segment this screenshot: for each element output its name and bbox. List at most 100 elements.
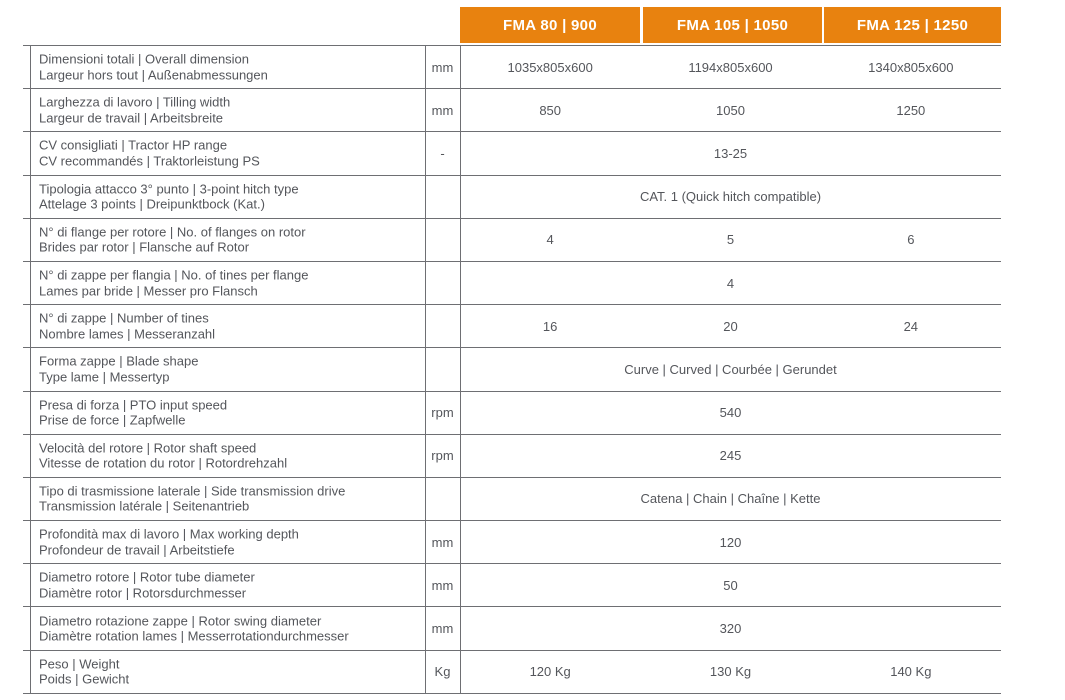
row-label: Peso | Weight Poids | Gewicht xyxy=(39,656,129,687)
row-label: CV consigliati | Tractor HP range CV reco… xyxy=(39,138,260,169)
value-cell-span: 50 xyxy=(723,577,738,593)
row-label-line: Brides par rotor | Flansche auf Rotor xyxy=(39,239,250,255)
value-cell: 1035x805x600 xyxy=(507,59,593,75)
row-label-line: N° di zappe | Number of tines xyxy=(39,310,209,326)
spec-row: Larghezza di lavoro | Tilling width Large… xyxy=(23,89,1001,133)
unit-cell: mm xyxy=(431,577,454,593)
unit-cell xyxy=(425,262,460,304)
row-label-line: Velocità del rotore | Rotor shaft speed xyxy=(39,440,257,456)
value-cell-span: CAT. 1 (Quick hitch compatible) xyxy=(639,189,822,205)
value-cell-span: 4 xyxy=(726,275,735,291)
value-cell: 1250 xyxy=(896,102,926,118)
value-cells: 850 1050 1250 xyxy=(460,89,1001,131)
value-cells: 13-25 xyxy=(460,132,1001,174)
spec-row: Forma zappe | Blade shape Type lame | Mes… xyxy=(23,348,1001,392)
row-label: Tipologia attacco 3° punto | 3-point hit… xyxy=(39,181,299,212)
value-cell: 1194x805x600 xyxy=(688,59,773,75)
value-cell: 20 xyxy=(723,318,738,334)
value-cells: Catena | Chain | Chaîne | Kette xyxy=(460,478,1001,520)
row-label: N° di zappe per flangia | No. of tines p… xyxy=(39,268,308,299)
row-label-line: Nombre lames | Messeranzahl xyxy=(39,326,216,342)
model-column-header-2: FMA 105 | 1050 xyxy=(643,7,822,43)
value-cells: 50 xyxy=(460,564,1001,606)
value-cells: 320 xyxy=(460,607,1001,649)
spec-row: Diametro rotore | Rotor tube diameter Dia… xyxy=(23,564,1001,608)
row-label: Presa di forza | PTO input speed Prise de… xyxy=(39,397,227,428)
value-cells: 245 xyxy=(460,435,1001,477)
row-label-line: Tipo di trasmissione laterale | Side tra… xyxy=(39,483,346,499)
spec-row: Peso | Weight Poids | Gewicht Kg 120 Kg 130 … xyxy=(23,651,1001,694)
row-label: N° di zappe | Number of tines Nombre lame… xyxy=(39,311,215,342)
row-label-line: CV consigliati | Tractor HP range xyxy=(39,137,228,153)
row-label: Dimensioni totali | Overall dimension Lar… xyxy=(39,52,268,83)
value-cell-span: 320 xyxy=(719,621,742,637)
unit-cell: mm xyxy=(431,102,454,118)
spec-row: CV consigliati | Tractor HP range CV reco… xyxy=(23,132,1001,176)
unit-cell: mm xyxy=(431,621,454,637)
value-cell: 6 xyxy=(907,232,915,248)
row-label: Velocità del rotore | Rotor shaft speed V… xyxy=(39,440,287,471)
value-cell: 1340x805x600 xyxy=(868,59,954,75)
row-label-line: Lames par bride | Messer pro Flansch xyxy=(39,283,258,299)
value-cell: 16 xyxy=(542,318,558,334)
row-label: Forma zappe | Blade shape Type lame | Mes… xyxy=(39,354,198,385)
value-cell: 120 Kg xyxy=(529,664,571,680)
row-label: Profondità max di lavoro | Max working d… xyxy=(39,527,299,558)
value-cell-span: Catena | Chain | Chaîne | Kette xyxy=(640,491,821,507)
spec-sheet: FMA 80 | 900 FMA 105 | 1050 FMA 125 | 12… xyxy=(23,7,1001,694)
row-label-line: Forma zappe | Blade shape xyxy=(39,353,199,369)
row-label-line: Diametro rotazione zappe | Rotor swing d… xyxy=(39,613,322,629)
value-cells: 540 xyxy=(460,392,1001,434)
value-cells: 120 Kg 130 Kg 140 Kg xyxy=(460,651,1001,693)
spec-table: Dimensioni totali | Overall dimension Lar… xyxy=(23,45,1001,694)
spec-row: N° di zappe | Number of tines Nombre lame… xyxy=(23,305,1001,349)
value-cell-span: 120 xyxy=(719,534,742,550)
row-label-line: CV recommandés | Traktorleistung PS xyxy=(39,153,260,169)
value-cell: 1050 xyxy=(716,102,745,118)
row-label-line: Vitesse de rotation du rotor | Rotordreh… xyxy=(39,455,288,471)
table-left-border xyxy=(30,45,31,693)
row-label-line: Larghezza di lavoro | Tilling width xyxy=(39,94,231,110)
spec-row: Dimensioni totali | Overall dimension Lar… xyxy=(23,46,1001,90)
unit-cell: mm xyxy=(431,59,454,75)
value-cell: 5 xyxy=(726,232,735,248)
unit-cell: - xyxy=(440,145,445,161)
model-column-header-1: FMA 80 | 900 xyxy=(460,7,640,43)
row-label: Diametro rotazione zappe | Rotor swing d… xyxy=(39,613,349,644)
row-label-line: Profondeur de travail | Arbeitstiefe xyxy=(39,542,235,558)
row-label: Diametro rotore | Rotor tube diameter Dia… xyxy=(39,570,255,601)
unit-cell xyxy=(425,219,460,261)
row-label-line: Diametro rotore | Rotor tube diameter xyxy=(39,569,255,585)
value-cell-span: Curve | Curved | Courbée | Gerundet xyxy=(624,361,837,377)
row-label-line: Poids | Gewicht xyxy=(39,671,130,687)
model-column-header-3: FMA 125 | 1250 xyxy=(824,7,1001,43)
value-cell: 130 Kg xyxy=(709,664,752,680)
row-label-line: Profondità max di lavoro | Max working d… xyxy=(39,526,299,542)
row-label-line: Diamètre rotor | Rotorsdurchmesser xyxy=(39,585,247,601)
row-label-line: Diamètre rotation lames | Messerrotation… xyxy=(39,628,349,644)
row-label-line: Peso | Weight xyxy=(39,656,120,672)
spec-row: Diametro rotazione zappe | Rotor swing d… xyxy=(23,607,1001,651)
unit-cell: Kg xyxy=(434,664,451,680)
row-label-line: Tipologia attacco 3° punto | 3-point hit… xyxy=(39,181,299,197)
value-cell: 4 xyxy=(546,232,554,248)
value-cell-span: 13-25 xyxy=(713,145,748,161)
value-cell: 24 xyxy=(903,318,919,334)
row-label-line: Type lame | Messertyp xyxy=(39,369,170,385)
unit-column-left-rule xyxy=(425,45,426,693)
spec-row: Tipo di trasmissione laterale | Side tra… xyxy=(23,478,1001,522)
unit-cell: rpm xyxy=(431,405,454,421)
value-cells: 4 5 6 xyxy=(460,219,1001,261)
value-cell: 140 Kg xyxy=(890,664,932,680)
spec-row: Profondità max di lavoro | Max working d… xyxy=(23,521,1001,565)
value-cells: Curve | Curved | Courbée | Gerundet xyxy=(460,348,1001,390)
spec-row: Tipologia attacco 3° punto | 3-point hit… xyxy=(23,176,1001,219)
value-cells: 120 xyxy=(460,521,1001,563)
row-label-line: Largeur de travail | Arbeitsbreite xyxy=(39,110,224,126)
row-label-line: Presa di forza | PTO input speed xyxy=(39,397,228,413)
value-cells: 16 20 24 xyxy=(460,305,1001,347)
spec-row: N° di flange per rotore | No. of flanges… xyxy=(23,219,1001,262)
unit-cell xyxy=(425,176,460,218)
unit-column-right-rule xyxy=(460,45,461,693)
row-label: Tipo di trasmissione laterale | Side tra… xyxy=(39,483,345,514)
